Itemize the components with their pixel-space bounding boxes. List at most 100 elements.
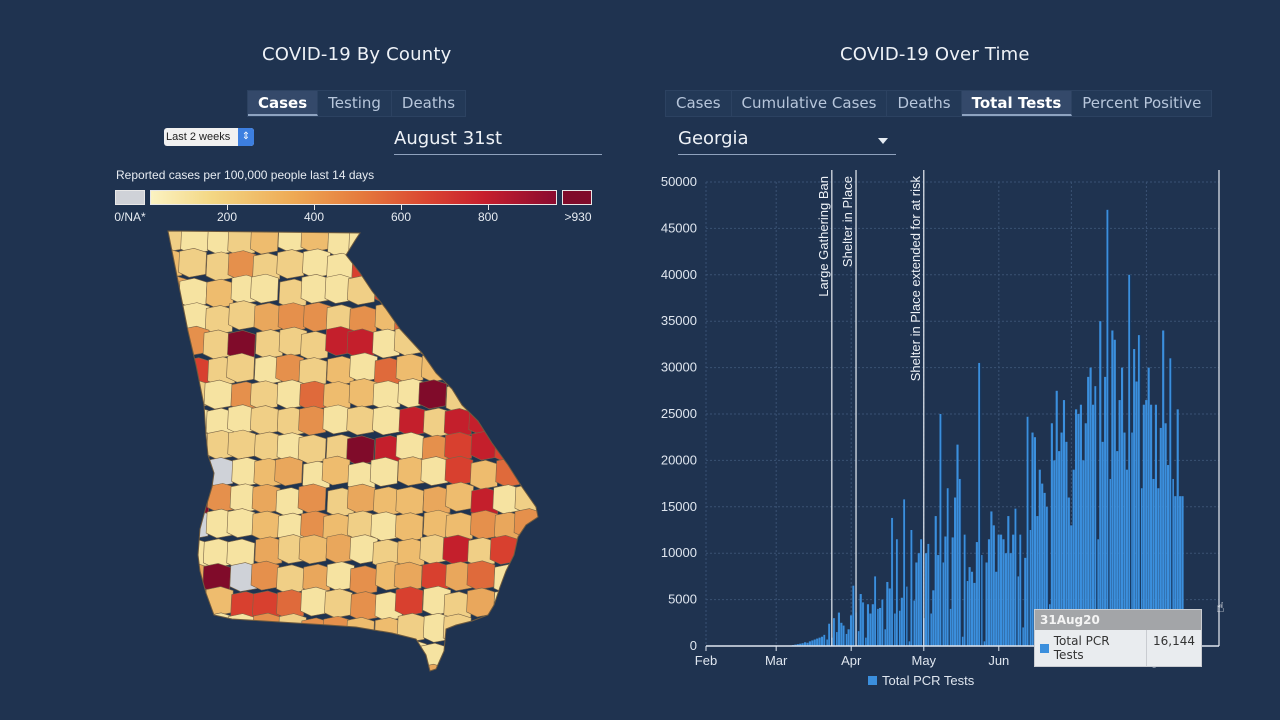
county-shape[interactable] [203,379,233,410]
bar[interactable] [1077,414,1080,646]
bar[interactable] [847,629,850,646]
bar[interactable] [1041,483,1044,646]
bar[interactable] [912,600,916,646]
county-shape[interactable] [160,325,185,356]
county-shape[interactable] [322,381,352,411]
county-shape[interactable] [541,407,550,436]
county-shape[interactable] [491,302,521,333]
bar[interactable] [1162,330,1165,646]
county-shape[interactable] [516,252,545,283]
county-shape[interactable] [543,668,550,675]
bar[interactable] [888,588,891,646]
county-shape[interactable] [495,382,525,413]
county-shape[interactable] [515,433,544,464]
county-shape[interactable] [418,379,447,410]
county-shape[interactable] [227,250,257,280]
bar[interactable] [1016,576,1020,646]
bar[interactable] [1123,432,1126,646]
bar[interactable] [1007,516,1010,646]
bar[interactable] [852,585,855,646]
bar[interactable] [1169,358,1172,646]
county-shape[interactable] [179,379,208,409]
county-shape[interactable] [298,405,327,436]
county-shape[interactable] [160,486,186,516]
bar[interactable] [874,576,877,646]
region-select[interactable]: Georgia [678,128,896,155]
county-shape[interactable] [372,225,401,255]
county-shape[interactable] [347,639,376,669]
county-shape[interactable] [518,459,547,490]
county-shape[interactable] [393,277,423,308]
county-shape[interactable] [349,352,378,383]
bar[interactable] [1091,404,1095,646]
bar[interactable] [934,516,937,646]
county-shape[interactable] [160,301,184,332]
county-shape[interactable] [445,481,474,512]
county-shape[interactable] [346,405,375,436]
county-shape[interactable] [302,248,331,279]
bar[interactable] [905,586,908,646]
bar[interactable] [973,582,976,646]
county-shape[interactable] [273,669,303,675]
bar[interactable] [997,534,1000,646]
county-shape[interactable] [180,509,210,540]
bar[interactable] [1082,460,1085,646]
bar[interactable] [1176,409,1179,646]
county-shape[interactable] [160,667,183,675]
bar[interactable] [849,615,853,646]
bar[interactable] [1181,496,1184,646]
bar[interactable] [995,571,998,646]
county-shape[interactable] [468,405,498,435]
county-shape[interactable] [516,225,545,253]
bar[interactable] [1113,339,1116,646]
county-shape[interactable] [250,405,279,435]
bar[interactable] [1065,441,1068,646]
county-shape[interactable] [467,225,497,254]
county-shape[interactable] [519,356,548,386]
county-shape[interactable] [543,274,550,303]
bar[interactable] [1125,469,1128,646]
bar[interactable] [1029,530,1032,646]
county-shape[interactable] [518,668,547,675]
county-shape[interactable] [444,431,473,462]
county-shape[interactable] [519,637,548,668]
county-shape[interactable] [250,560,280,591]
county-shape[interactable] [178,277,208,308]
bar[interactable] [833,618,836,646]
county-shape[interactable] [517,300,546,331]
period-select[interactable]: Last 2 weeks ⇕ [164,128,254,146]
bar[interactable] [1135,381,1138,646]
county-shape[interactable] [393,326,423,356]
bar[interactable] [876,608,879,646]
bar[interactable] [1147,367,1150,646]
county-shape[interactable] [302,563,332,594]
county-shape[interactable] [446,356,476,386]
county-shape[interactable] [540,382,550,411]
county-shape[interactable] [250,273,279,304]
county-shape[interactable] [540,227,550,256]
county-shape[interactable] [301,664,331,675]
bar[interactable] [966,581,969,646]
bar[interactable] [1026,416,1029,646]
bar[interactable] [859,594,862,646]
bar[interactable] [932,590,935,646]
county-shape[interactable] [160,355,184,386]
county-shape[interactable] [514,614,543,645]
county-shape[interactable] [226,352,255,383]
bar[interactable] [915,562,918,646]
bar[interactable] [927,543,930,646]
bar[interactable] [1004,553,1007,646]
county-shape[interactable] [446,641,476,671]
bar[interactable] [1164,423,1167,646]
county-shape[interactable] [442,534,472,565]
county-shape[interactable] [444,455,474,486]
bar[interactable] [1142,404,1145,646]
bar[interactable] [910,530,913,646]
county-shape[interactable] [395,353,425,384]
county-shape[interactable] [254,536,284,567]
bar[interactable] [1053,460,1056,646]
county-shape[interactable] [541,249,550,278]
county-shape[interactable] [420,225,449,253]
county-shape[interactable] [323,668,353,675]
bar[interactable] [1128,274,1131,646]
